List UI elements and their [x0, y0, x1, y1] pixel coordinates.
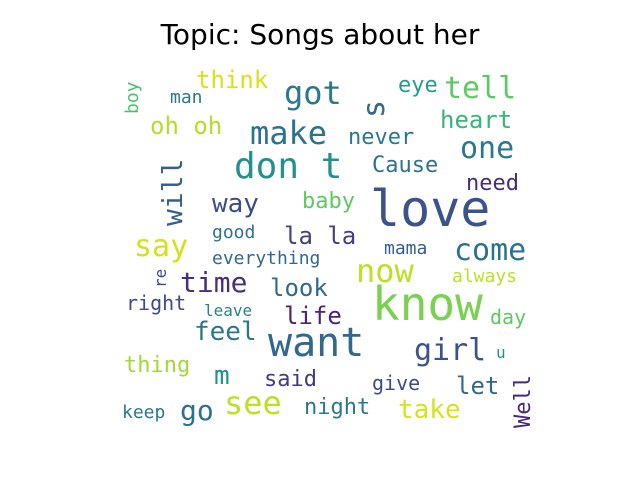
- word-leave: leave: [204, 301, 252, 320]
- word-always: always: [452, 266, 517, 287]
- word-come: come: [454, 233, 526, 268]
- word-make: make: [250, 114, 327, 152]
- word-well: Well: [511, 375, 536, 428]
- word-everything: everything: [212, 248, 320, 269]
- word-cause: Cause: [372, 153, 438, 178]
- word-feel: feel: [194, 317, 257, 347]
- word-right: right: [126, 291, 186, 315]
- word-eye: eye: [398, 73, 438, 98]
- word-look: look: [270, 274, 328, 302]
- word-re: re: [151, 269, 170, 288]
- word-la-la: la la: [284, 222, 356, 250]
- word-now: now: [356, 252, 415, 290]
- word-man: man: [170, 87, 203, 108]
- word-m: m: [214, 361, 230, 391]
- word-tell: tell: [444, 71, 516, 106]
- word-one: one: [460, 131, 514, 166]
- word-know: know: [372, 277, 483, 331]
- word-baby: baby: [302, 189, 355, 214]
- word-think: think: [196, 66, 269, 94]
- word-let: let: [456, 372, 499, 400]
- word-heart: heart: [440, 106, 512, 134]
- word-go: go: [180, 394, 214, 427]
- word-got: got: [284, 74, 342, 112]
- word-u: u: [496, 343, 506, 362]
- word-don-t: don t: [234, 146, 342, 187]
- word-say: say: [134, 229, 188, 264]
- word-take: take: [398, 395, 461, 425]
- word-will: will: [156, 159, 189, 226]
- word-night: night: [304, 395, 370, 420]
- word-see: see: [224, 384, 282, 422]
- word-thing: thing: [124, 353, 190, 378]
- word-girl: girl: [414, 333, 486, 368]
- word-boy: boy: [122, 81, 143, 114]
- word-mama: mama: [384, 238, 427, 259]
- word-s: s: [357, 100, 392, 118]
- word-time: time: [180, 266, 247, 299]
- word-give: give: [372, 371, 420, 395]
- word-day: day: [490, 305, 526, 329]
- word-good: good: [212, 222, 255, 243]
- word-said: said: [264, 367, 317, 392]
- word-oh-oh: oh oh: [150, 112, 222, 140]
- word-never: never: [348, 125, 414, 150]
- word-need: need: [466, 171, 519, 196]
- word-way: way: [212, 189, 259, 219]
- word-life: life: [284, 302, 342, 330]
- figure-title: Topic: Songs about her: [160, 18, 480, 51]
- word-love: love: [370, 180, 490, 238]
- word-keep: keep: [122, 402, 165, 423]
- word-want: want: [268, 320, 364, 366]
